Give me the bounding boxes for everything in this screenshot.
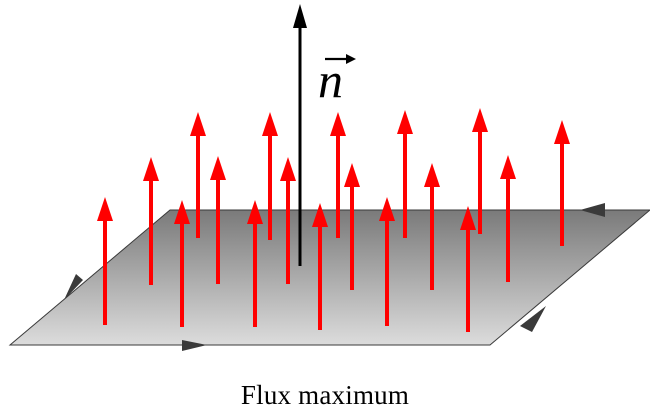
normal-vector: [293, 4, 307, 266]
field-arrow: [330, 112, 346, 238]
field-arrows: [97, 108, 570, 332]
normal-vector-label: n: [318, 52, 356, 108]
field-arrow: [424, 163, 440, 290]
orientation-arrows: [64, 203, 605, 351]
field-arrow: [472, 108, 488, 234]
orientation-arrow-top: [580, 203, 605, 217]
orientation-arrow-right: [520, 306, 546, 332]
field-arrow: [143, 157, 159, 285]
field-arrow: [262, 112, 278, 240]
field-arrow: [500, 155, 516, 282]
field-arrow: [379, 197, 395, 326]
field-arrow: [190, 112, 206, 238]
field-arrow: [97, 197, 113, 325]
field-arrow: [174, 200, 190, 327]
field-arrow: [344, 163, 360, 290]
field-arrow: [312, 203, 328, 330]
field-arrow: [247, 200, 263, 327]
normal-symbol: n: [318, 52, 343, 108]
surface-plane: [8, 209, 650, 346]
diagram-caption: Flux maximum: [240, 380, 410, 410]
field-arrow: [280, 157, 296, 284]
field-arrow: [210, 156, 226, 284]
field-arrow: [397, 110, 413, 238]
orientation-arrow-left: [64, 274, 83, 300]
field-arrow: [460, 206, 476, 332]
field-arrow: [554, 120, 570, 246]
orientation-arrow-bottom: [182, 340, 207, 351]
